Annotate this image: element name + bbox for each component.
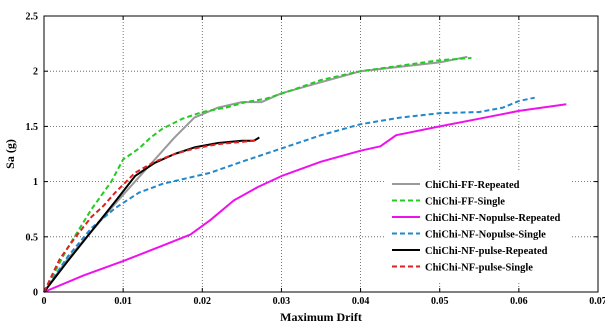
- grid-lines: [44, 16, 598, 292]
- x-tick-label: 0.04: [352, 296, 370, 307]
- x-tick-label: 0.02: [194, 296, 212, 307]
- x-tick-label: 0.06: [510, 296, 528, 307]
- x-tick-label: 0.03: [273, 296, 291, 307]
- series-line-chichi-ff-single: [43, 57, 472, 293]
- x-tick-label: 0: [42, 296, 47, 307]
- x-tick-label: 0.01: [114, 296, 132, 307]
- plot-frame: [43, 15, 599, 293]
- series-line-chichi-nf-nopulse-repeated: [43, 103, 567, 293]
- legend-label-chichi-nf-pulse-repeated: ChiChi-NF-pulse-Repeated: [425, 246, 548, 257]
- y-tick-label: 1: [33, 177, 38, 188]
- legend-label-chichi-nf-nopulse-repeated: ChiChi-NF-Nopulse-Repeated: [425, 213, 560, 224]
- legend: ChiChi-FF-Repeated ChiChi-FF-Single ChiChi…: [386, 171, 572, 281]
- legend-label-chichi-ff-single: ChiChi-FF-Single: [425, 197, 505, 208]
- axis-ticks: 0 0.01 0.02 0.03 0.04 0.05 0.06 0.07 0 0.5 1 1.5 2 2.…: [26, 12, 605, 308]
- y-tick-label: 1.5: [26, 122, 39, 133]
- series-line-chichi-nf-nopulse-single: [43, 96, 535, 293]
- series-line-chichi-nf-pulse-single: [43, 138, 258, 293]
- x-tick-label: 0.07: [589, 296, 605, 307]
- legend-label-chichi-nf-pulse-single: ChiChi-NF-pulse-Single: [425, 263, 533, 274]
- legend-label-chichi-ff-repeated: ChiChi-FF-Repeated: [425, 180, 520, 191]
- series-layer: [43, 55, 567, 293]
- y-axis-label: Sa (g): [3, 139, 17, 169]
- x-tick-label: 0.05: [431, 296, 449, 307]
- y-tick-label: 2.5: [26, 12, 39, 23]
- legend-label-chichi-nf-nopulse-single: ChiChi-NF-Nopulse-Single: [425, 230, 546, 241]
- legend-box: [386, 171, 572, 281]
- x-axis-label: Maximum Drift: [280, 310, 362, 324]
- y-tick-label: 2: [33, 67, 38, 78]
- y-tick-label: 0: [33, 288, 38, 299]
- y-tick-label: 0.5: [26, 232, 39, 243]
